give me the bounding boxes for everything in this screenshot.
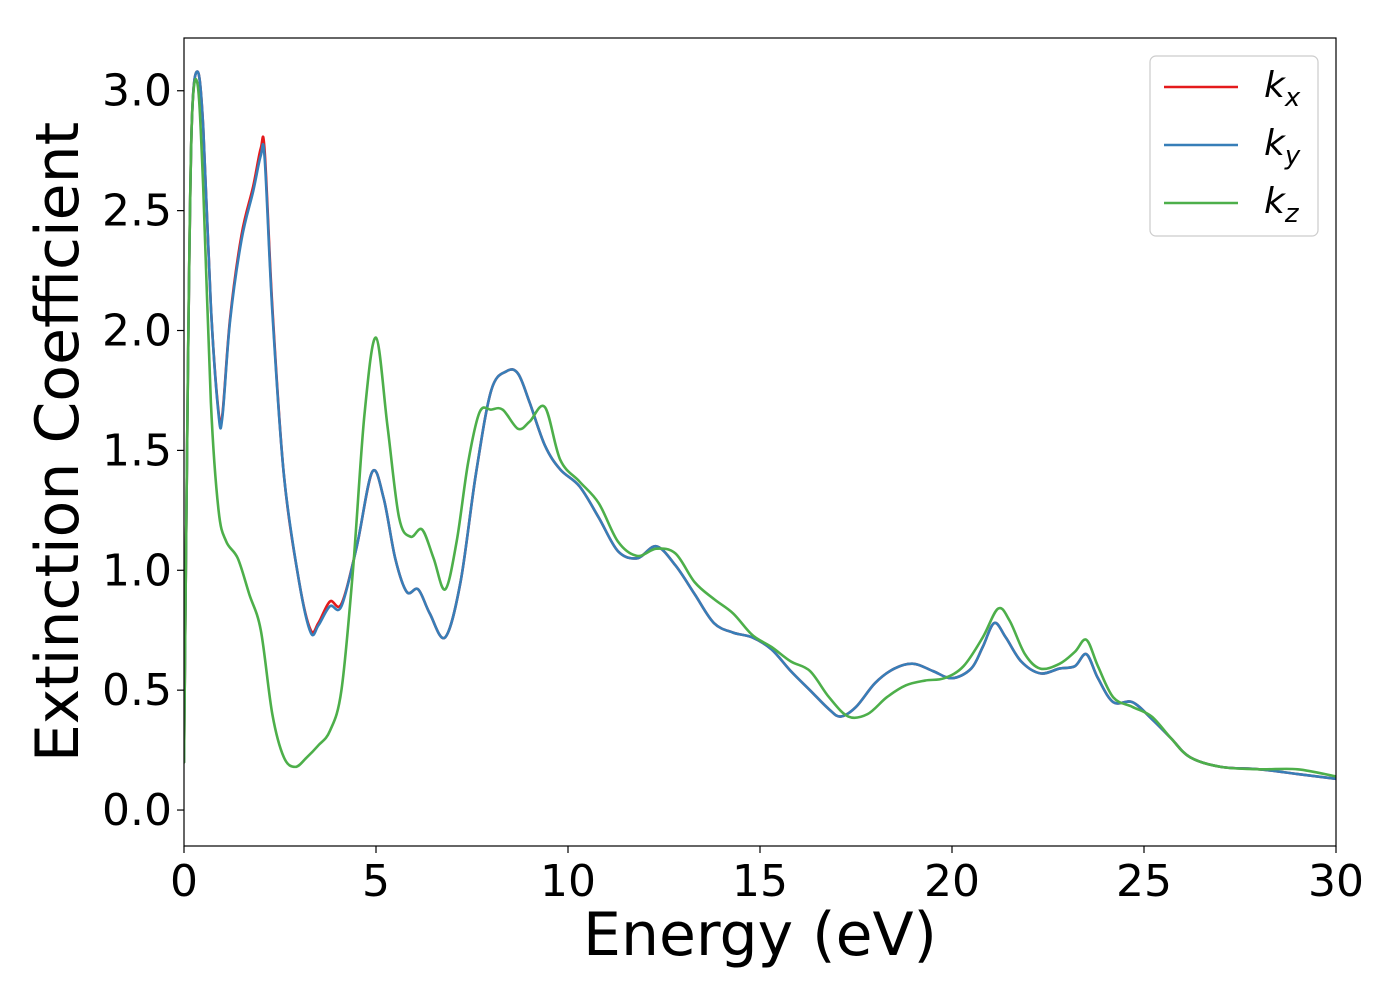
x-axis-ticks: 0 5 10 15 20 25 30 xyxy=(170,846,1364,907)
legend-label-name: k xyxy=(1264,65,1287,106)
legend-label-kx: kx xyxy=(1264,65,1301,113)
x-tick-label: 30 xyxy=(1308,856,1364,907)
y-tick-label: 0.0 xyxy=(102,785,172,836)
legend-label-subscript: z xyxy=(1284,199,1300,229)
legend-label-kz: kz xyxy=(1264,181,1300,229)
series-line-kz xyxy=(184,77,1336,778)
y-tick-label: 0.5 xyxy=(102,665,172,716)
y-tick-label: 2.5 xyxy=(102,186,172,237)
y-tick-label: 2.0 xyxy=(102,306,172,357)
x-axis-label: Energy (eV) xyxy=(583,900,937,970)
series-layer xyxy=(184,70,1336,781)
legend-label-subscript: y xyxy=(1284,141,1301,171)
x-tick-label: 25 xyxy=(1116,856,1172,907)
legend-label-name: k xyxy=(1264,181,1287,222)
x-tick-label: 10 xyxy=(540,856,596,907)
legend-label-subscript: x xyxy=(1284,83,1301,113)
y-tick-label: 1.5 xyxy=(102,425,172,476)
x-tick-label: 0 xyxy=(170,856,198,907)
series-line-ky xyxy=(184,70,1336,781)
legend-label-ky: ky xyxy=(1264,123,1301,171)
legend-label-name: k xyxy=(1264,123,1287,164)
x-tick-label: 20 xyxy=(924,856,980,907)
y-axis-label: Extinction Coefficient xyxy=(23,122,93,762)
y-tick-label: 3.0 xyxy=(102,66,172,117)
x-tick-label: 5 xyxy=(362,856,390,907)
x-tick-label: 15 xyxy=(732,856,788,907)
y-tick-label: 1.0 xyxy=(102,545,172,596)
y-axis-ticks: 0.0 0.5 1.0 1.5 2.0 2.5 3.0 xyxy=(102,66,184,836)
